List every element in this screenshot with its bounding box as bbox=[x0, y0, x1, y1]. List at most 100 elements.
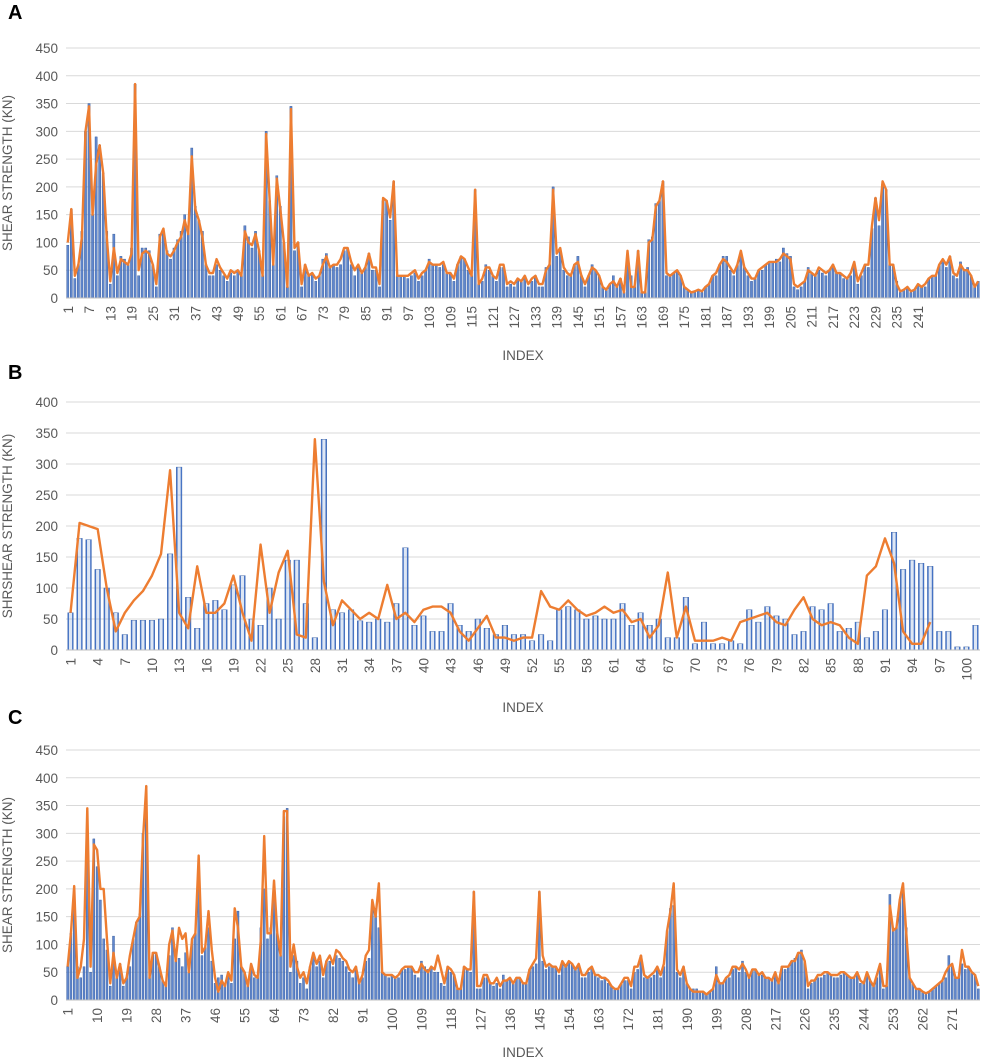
bar-edge-b bbox=[271, 588, 273, 650]
x-tick-label: 4 bbox=[91, 658, 106, 666]
x-tick-label: 82 bbox=[326, 1008, 341, 1023]
bar-edge-b bbox=[574, 609, 576, 650]
x-tick-label: 19 bbox=[226, 658, 241, 673]
bar-c bbox=[416, 977, 420, 1001]
bar-a bbox=[431, 264, 434, 299]
x-tick-label: 241 bbox=[911, 306, 926, 329]
bar-edge-b bbox=[140, 620, 142, 650]
bar-edge-b bbox=[221, 609, 223, 650]
bar-c bbox=[459, 988, 462, 1001]
bar-c bbox=[544, 969, 548, 1001]
bar-c bbox=[564, 966, 567, 1001]
bar-c bbox=[626, 980, 630, 1001]
bar-edge-b bbox=[108, 588, 110, 650]
bar-edge-b bbox=[768, 606, 771, 650]
bar-edge-b bbox=[845, 628, 848, 650]
bar-c bbox=[662, 966, 666, 1001]
bar-c bbox=[525, 983, 528, 1001]
bar-edge-b bbox=[873, 631, 875, 650]
bar-a bbox=[803, 281, 806, 299]
x-tick-label: 118 bbox=[444, 1008, 459, 1030]
bar-a bbox=[537, 286, 541, 299]
bar-a bbox=[785, 253, 789, 299]
bar-a bbox=[371, 270, 374, 299]
bar-edge-b bbox=[868, 637, 870, 650]
x-tick-label: 43 bbox=[444, 658, 459, 673]
bar-c bbox=[390, 974, 394, 1001]
bar-a bbox=[583, 286, 587, 299]
bar-a bbox=[512, 286, 516, 299]
bar-edge-b bbox=[366, 622, 368, 650]
x-tick-label: 31 bbox=[335, 658, 350, 673]
bar-c bbox=[787, 966, 790, 1001]
y-tick-label: 400 bbox=[35, 771, 58, 786]
bar-c bbox=[335, 955, 338, 1001]
bar-c bbox=[403, 969, 407, 1001]
bar-edge-b bbox=[587, 619, 590, 650]
bar-edge-b bbox=[357, 620, 359, 650]
bar-c bbox=[967, 966, 970, 1001]
y-tick-label: 350 bbox=[35, 97, 58, 112]
bar-c bbox=[754, 969, 757, 1001]
bar-edge-b bbox=[434, 631, 436, 650]
chart-a-svg: 0 50 100 150 200 250 300 350 400 450 1 7 13 19 25 31 37 4… bbox=[0, 41, 980, 363]
bar-a bbox=[555, 256, 558, 299]
series-line-a bbox=[66, 82, 980, 294]
bar-a bbox=[728, 270, 732, 299]
bar-c bbox=[862, 983, 865, 1001]
bar-c bbox=[456, 988, 459, 1001]
bar-c bbox=[498, 988, 502, 1001]
bar-edge-b bbox=[420, 615, 422, 650]
bar-edge-b bbox=[348, 609, 350, 650]
x-tick-label: 10 bbox=[90, 1008, 105, 1023]
bar-c bbox=[79, 977, 82, 1001]
bar-c bbox=[600, 980, 603, 1001]
x-tick-label: 25 bbox=[146, 306, 161, 321]
x-tick-label: 244 bbox=[857, 1008, 872, 1031]
x-tick-label: 82 bbox=[797, 658, 812, 673]
bar-c bbox=[613, 988, 616, 1001]
bar-c bbox=[384, 974, 387, 1001]
x-tick-label: 67 bbox=[661, 658, 676, 673]
bar-c bbox=[813, 980, 816, 1001]
bar-c bbox=[344, 966, 348, 1001]
x-tick-label: 52 bbox=[525, 658, 540, 673]
bar-c bbox=[747, 977, 751, 1001]
bar-edge-b bbox=[958, 646, 961, 650]
bar-c bbox=[230, 983, 233, 1001]
bar-edge-b bbox=[664, 637, 667, 650]
bar-edge-b bbox=[488, 628, 490, 650]
x-tick-label: 40 bbox=[416, 658, 431, 673]
bar-edge-b bbox=[787, 619, 789, 650]
bar-edge-b bbox=[977, 625, 979, 650]
bar-edge-b bbox=[483, 628, 486, 650]
bar-c bbox=[652, 974, 656, 1001]
x-tick-label: 58 bbox=[579, 658, 594, 673]
bar-c bbox=[937, 983, 941, 1001]
bar-edge-b bbox=[569, 606, 572, 650]
bar-c bbox=[194, 933, 197, 1001]
bar-a bbox=[399, 275, 403, 299]
bar-a bbox=[604, 289, 608, 299]
x-tick-label: 70 bbox=[688, 658, 703, 673]
bar-c bbox=[842, 972, 846, 1001]
bar-a bbox=[569, 275, 573, 299]
bar-a bbox=[527, 286, 530, 299]
bar-a bbox=[403, 275, 406, 299]
bar-edge-b bbox=[334, 609, 336, 650]
bar-edge-b bbox=[556, 609, 558, 650]
bar-edge-b bbox=[945, 631, 947, 650]
bar-c bbox=[89, 972, 92, 1001]
bar-c bbox=[410, 966, 413, 1001]
bar-edge-b bbox=[429, 631, 431, 650]
bar-edge-b bbox=[882, 609, 884, 650]
bar-edge-b bbox=[99, 569, 101, 650]
bar-c bbox=[882, 988, 885, 1001]
bar-c bbox=[597, 977, 600, 1001]
bar-c bbox=[148, 977, 151, 1001]
bar-c bbox=[570, 963, 574, 1001]
bar-edge-b bbox=[741, 643, 743, 650]
bar-edge-b bbox=[135, 620, 137, 650]
bar-edge-b bbox=[628, 625, 631, 650]
bar-a bbox=[775, 258, 778, 299]
